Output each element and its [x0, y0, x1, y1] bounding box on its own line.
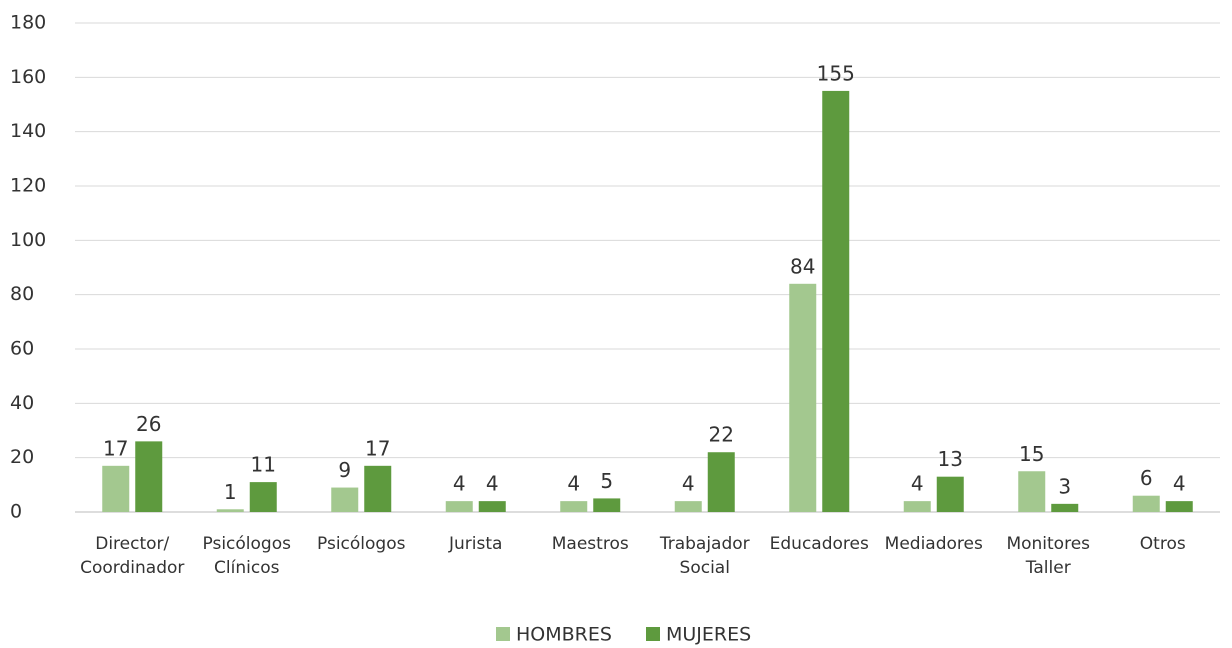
y-tick-label: 20	[10, 446, 34, 468]
data-label: 1	[224, 480, 237, 504]
bar	[364, 465, 392, 512]
y-tick-label: 160	[10, 66, 46, 88]
data-label: 4	[682, 472, 695, 496]
bar	[789, 283, 817, 512]
y-tick-label: 180	[10, 12, 46, 34]
data-label: 15	[1019, 442, 1044, 466]
x-tick-label: Mediadores	[884, 534, 983, 554]
bar	[445, 501, 473, 512]
y-tick-label: 80	[10, 283, 34, 305]
bar	[1165, 501, 1193, 512]
data-label: 17	[365, 436, 390, 460]
x-tick-label: Psicólogos	[317, 534, 406, 554]
data-label: 22	[709, 423, 734, 447]
bar	[674, 501, 702, 512]
x-tick-label: Trabajador Social	[659, 534, 750, 578]
x-tick-label: Director/ Coordinador	[80, 534, 185, 578]
data-label: 9	[338, 458, 351, 482]
x-tick-label: Psicólogos Clínicos	[202, 534, 291, 578]
data-label: 4	[486, 472, 499, 496]
bar	[331, 487, 359, 512]
bar	[135, 441, 163, 512]
x-tick-label: Jurista	[449, 534, 503, 554]
x-tick-label: Monitores Taller	[1006, 534, 1091, 578]
legend-swatch	[646, 627, 660, 641]
legend-swatch	[496, 627, 510, 641]
bar	[560, 501, 588, 512]
bar	[478, 501, 506, 512]
bar	[1018, 471, 1046, 512]
y-tick-label: 120	[10, 175, 46, 197]
data-label: 11	[251, 453, 276, 477]
data-label: 6	[1140, 466, 1153, 490]
bar	[593, 498, 621, 512]
bar	[1132, 495, 1160, 512]
data-label: 26	[136, 412, 161, 436]
data-label: 84	[790, 254, 815, 278]
bar	[936, 476, 964, 512]
y-tick-label: 60	[10, 338, 34, 360]
x-tick-label: Educadores	[769, 534, 869, 554]
data-label: 4	[453, 472, 466, 496]
bar	[102, 465, 130, 512]
data-label: 5	[600, 469, 613, 493]
data-label: 4	[911, 472, 924, 496]
bar	[216, 509, 244, 512]
x-tick-label: Maestros	[551, 534, 629, 554]
bar	[249, 482, 277, 512]
bar	[822, 90, 850, 513]
legend-label: HOMBRES	[516, 624, 612, 646]
data-label: 17	[103, 436, 128, 460]
bar	[707, 452, 735, 512]
bar	[1051, 503, 1079, 512]
x-tick-label: Otros	[1139, 534, 1186, 554]
data-label: 4	[1173, 472, 1186, 496]
data-label: 13	[938, 447, 963, 471]
y-tick-label: 100	[10, 229, 46, 251]
y-tick-label: 140	[10, 120, 46, 142]
legend-label: MUJERES	[666, 624, 751, 646]
data-label: 3	[1058, 474, 1071, 498]
data-label: 155	[817, 61, 855, 85]
bar	[903, 501, 931, 512]
y-tick-label: 0	[10, 501, 22, 523]
data-label: 4	[567, 472, 580, 496]
y-tick-label: 40	[10, 392, 34, 414]
